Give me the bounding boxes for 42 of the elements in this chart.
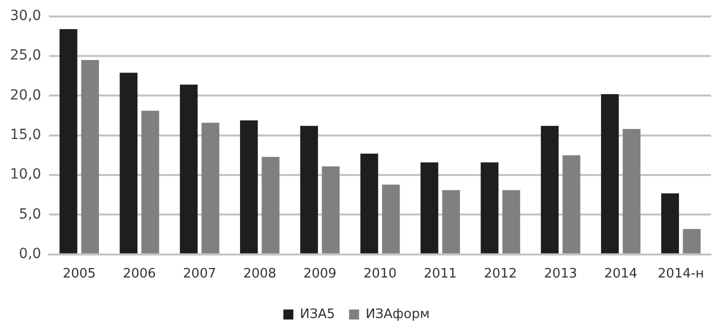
x-tick-label: 2010 [364,266,397,282]
bar [480,162,498,254]
legend-label: ИЗАформ [366,306,430,322]
bar [300,126,318,254]
x-tick-label: 2014 [604,266,638,282]
x-tick-label: 2014-н [658,266,704,282]
y-tick-label: 0,0 [18,246,42,262]
x-tick-label: 2011 [424,266,457,282]
y-tick-label: 5,0 [18,206,42,222]
bar [420,162,438,254]
bar [60,29,78,254]
bar [322,166,340,254]
x-tick-label: 2007 [183,266,216,282]
bar [502,190,520,254]
bar [180,84,198,254]
y-tick-label: 15,0 [10,127,42,144]
x-tick-label: 2013 [544,266,578,282]
bar [382,184,400,254]
bar [360,154,378,254]
x-tick-label: 2009 [303,266,336,282]
bar [540,126,559,254]
y-tick-label: 25,0 [10,48,42,64]
legend-label: ИЗА5 [300,306,336,322]
bar [622,129,640,254]
bar [81,60,99,254]
bar [661,193,679,254]
x-tick-label: 2008 [243,266,276,282]
bar [262,156,280,254]
y-tick-label: 10,0 [10,166,42,183]
bar [682,229,701,254]
bar [562,155,580,254]
bar [240,120,258,254]
x-tick-label: 2006 [122,266,156,282]
y-tick-label: 30,0 [10,8,42,24]
x-tick-label: 2012 [484,266,517,282]
bar [141,110,160,254]
bar [202,122,220,254]
bar [601,94,619,254]
bar [442,190,460,254]
y-tick-label: 20,0 [10,87,42,104]
x-tick-label: 2005 [62,266,96,282]
bar [120,72,138,254]
